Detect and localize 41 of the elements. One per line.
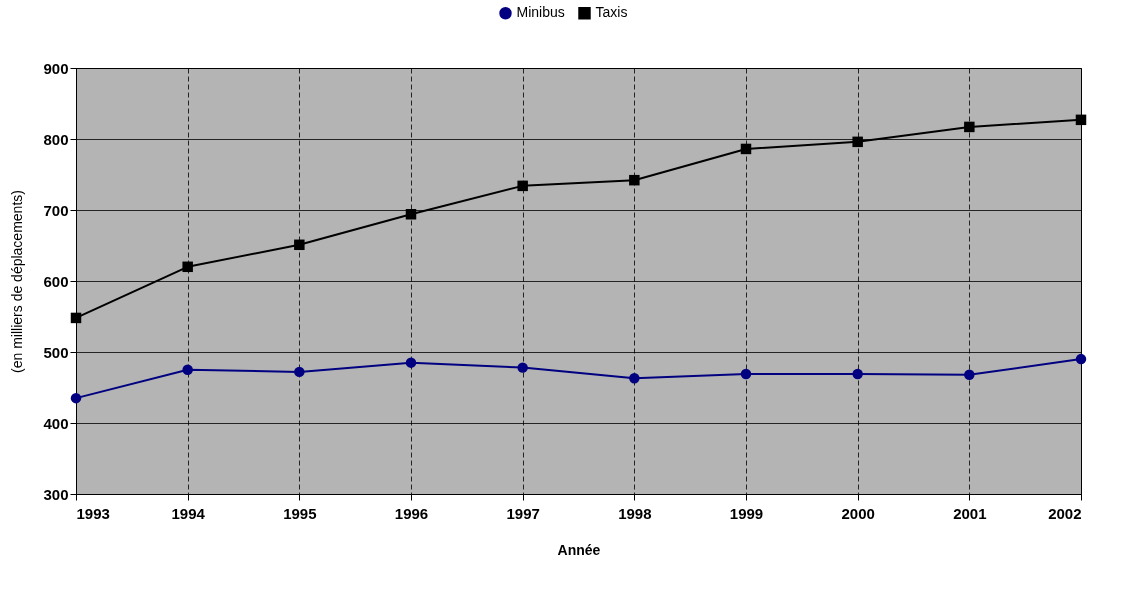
point bbox=[294, 239, 305, 251]
point bbox=[629, 373, 640, 384]
x-tick-label: 1997 bbox=[506, 504, 540, 522]
point bbox=[294, 366, 305, 378]
point bbox=[517, 180, 528, 192]
point bbox=[740, 368, 752, 380]
x-tick-label: 1998 bbox=[618, 504, 652, 522]
y-tick-label: 300 bbox=[43, 485, 69, 503]
point bbox=[405, 209, 417, 220]
point bbox=[182, 364, 193, 375]
y-tick-label: 600 bbox=[43, 272, 69, 290]
y-tick-label: 900 bbox=[43, 59, 69, 77]
y-tick-label: 500 bbox=[43, 343, 69, 361]
point bbox=[740, 143, 752, 155]
x-tick-label: 1995 bbox=[283, 504, 317, 522]
y-axis-title: (en milliers de déplacements) bbox=[9, 190, 26, 373]
y-tick-label: 700 bbox=[43, 201, 69, 219]
point bbox=[70, 312, 82, 324]
x-tick-label: 1996 bbox=[394, 504, 429, 522]
point bbox=[517, 362, 528, 373]
point bbox=[964, 369, 975, 380]
point bbox=[182, 261, 193, 273]
point bbox=[1075, 114, 1087, 126]
point bbox=[405, 357, 417, 368]
x-tick-label: 2000 bbox=[841, 504, 875, 522]
x-tick-label: 2002 bbox=[1048, 504, 1082, 522]
x-axis-title: Année bbox=[557, 541, 601, 558]
legend-label: Taxis bbox=[595, 4, 628, 21]
point bbox=[852, 136, 863, 148]
point bbox=[964, 121, 975, 133]
point bbox=[70, 392, 82, 404]
point bbox=[852, 368, 863, 380]
x-tick-label: 1999 bbox=[729, 504, 764, 522]
x-tick-label: 1993 bbox=[76, 504, 110, 522]
x-tick-label: 2001 bbox=[953, 504, 987, 522]
y-tick-label: 800 bbox=[43, 130, 69, 148]
point bbox=[629, 174, 640, 186]
point bbox=[1075, 353, 1087, 365]
x-tick-label: 1994 bbox=[171, 504, 206, 522]
y-tick-label: 400 bbox=[43, 414, 69, 432]
legend-label: Minibus bbox=[516, 4, 565, 21]
